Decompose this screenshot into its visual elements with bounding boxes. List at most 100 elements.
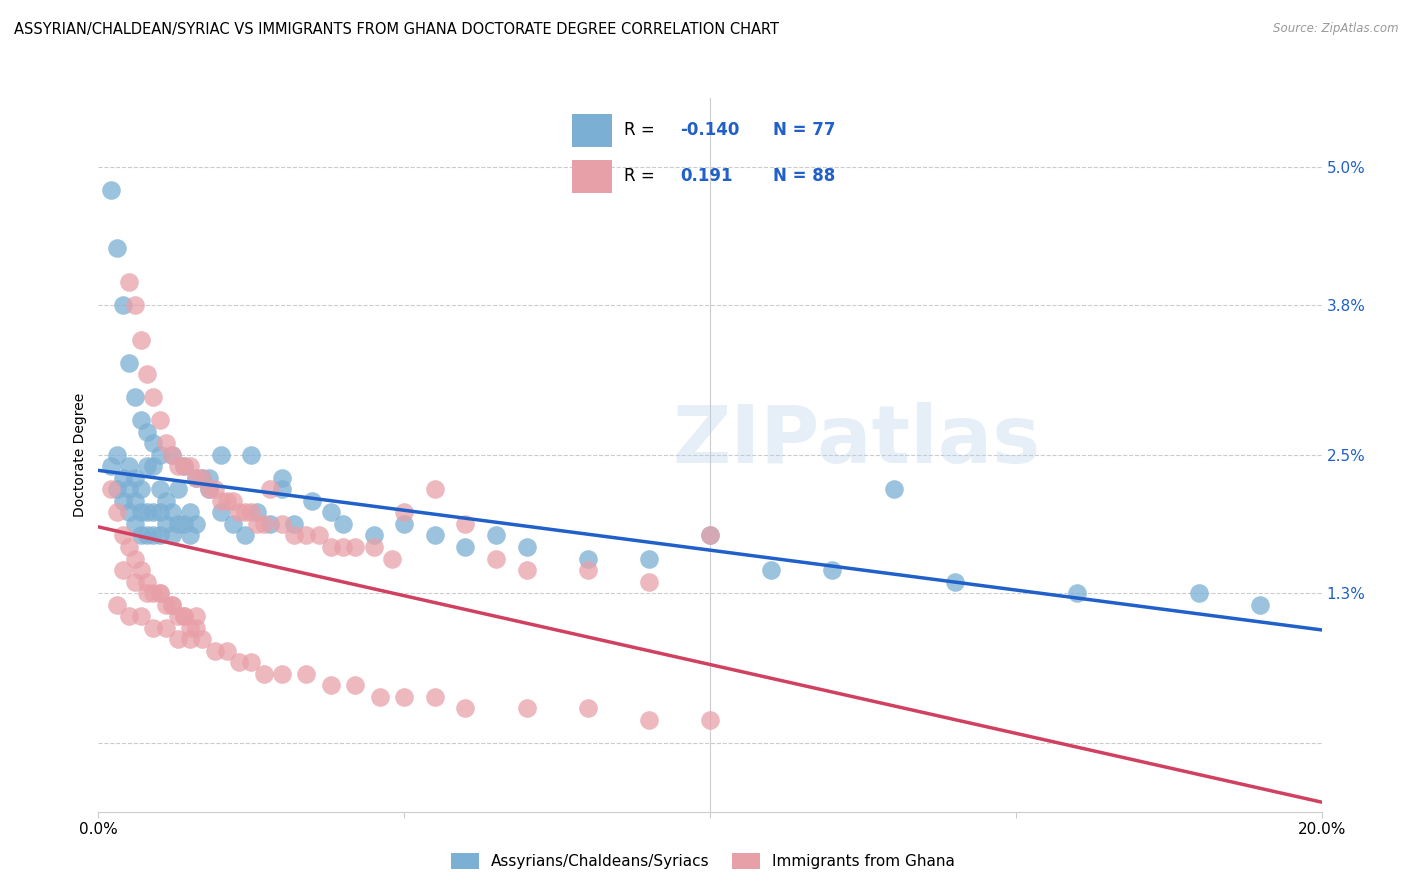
Point — [111, 563, 134, 577]
Point — [173, 516, 195, 531]
Point — [186, 516, 208, 531]
Point — [111, 471, 134, 485]
Point — [105, 506, 128, 520]
Point — [111, 528, 134, 542]
Point — [222, 494, 245, 508]
Point — [129, 506, 152, 520]
Point — [191, 471, 214, 485]
Point — [129, 563, 152, 577]
Point — [197, 471, 219, 485]
Point — [136, 425, 159, 439]
Point — [173, 459, 195, 474]
Point — [118, 275, 141, 289]
Point — [100, 459, 122, 474]
Point — [105, 448, 128, 462]
Point — [883, 483, 905, 497]
Point — [576, 551, 599, 566]
Point — [186, 471, 208, 485]
Point — [363, 528, 385, 542]
Point — [821, 563, 844, 577]
Point — [1066, 586, 1088, 600]
Point — [129, 413, 152, 427]
Point — [344, 678, 367, 692]
Point — [155, 494, 177, 508]
Point — [295, 666, 318, 681]
Point — [179, 632, 201, 646]
Point — [186, 621, 208, 635]
Point — [124, 551, 146, 566]
Point — [142, 506, 165, 520]
Point — [259, 483, 281, 497]
Point — [167, 459, 190, 474]
Point — [637, 574, 661, 589]
Point — [423, 690, 446, 704]
Point — [301, 494, 323, 508]
Point — [240, 655, 263, 669]
Point — [319, 506, 342, 520]
Point — [252, 666, 274, 681]
Point — [270, 666, 292, 681]
Point — [368, 690, 391, 704]
Point — [124, 298, 146, 312]
Point — [179, 528, 201, 542]
Point — [1188, 586, 1211, 600]
Point — [319, 678, 342, 692]
Point — [576, 563, 599, 577]
Point — [149, 483, 172, 497]
Point — [179, 506, 201, 520]
Point — [118, 540, 141, 554]
Point — [332, 516, 354, 531]
Text: N = 77: N = 77 — [773, 121, 835, 139]
Point — [209, 448, 232, 462]
Text: 0.191: 0.191 — [681, 168, 733, 186]
Point — [943, 574, 966, 589]
Point — [381, 551, 404, 566]
Point — [392, 516, 416, 531]
Point — [160, 448, 183, 462]
Point — [129, 609, 152, 624]
Point — [149, 528, 172, 542]
Point — [423, 483, 446, 497]
Point — [149, 448, 172, 462]
Point — [142, 436, 165, 450]
Point — [179, 459, 201, 474]
Point — [1249, 598, 1271, 612]
Point — [179, 621, 201, 635]
Point — [699, 528, 721, 542]
Point — [173, 609, 195, 624]
Text: R =: R = — [624, 168, 665, 186]
Point — [215, 494, 238, 508]
Point — [197, 483, 219, 497]
Point — [222, 516, 245, 531]
Point — [105, 598, 128, 612]
Point — [160, 506, 183, 520]
Point — [142, 621, 165, 635]
Point — [637, 713, 661, 727]
Point — [246, 506, 269, 520]
Point — [167, 609, 190, 624]
Point — [270, 516, 292, 531]
Point — [136, 459, 159, 474]
Point — [259, 516, 281, 531]
Point — [149, 413, 172, 427]
Point — [332, 540, 354, 554]
Point — [191, 632, 214, 646]
Point — [252, 516, 274, 531]
Point — [155, 621, 177, 635]
Point — [129, 333, 152, 347]
Point — [136, 368, 159, 382]
Point — [142, 390, 165, 404]
Point — [240, 448, 263, 462]
Point — [111, 298, 134, 312]
Point — [118, 609, 141, 624]
Text: N = 88: N = 88 — [773, 168, 835, 186]
Point — [167, 483, 190, 497]
Point — [295, 528, 318, 542]
Point — [136, 506, 159, 520]
Point — [233, 506, 256, 520]
Point — [124, 471, 146, 485]
Point — [240, 506, 263, 520]
Point — [129, 528, 152, 542]
Point — [209, 494, 232, 508]
Point — [233, 528, 256, 542]
